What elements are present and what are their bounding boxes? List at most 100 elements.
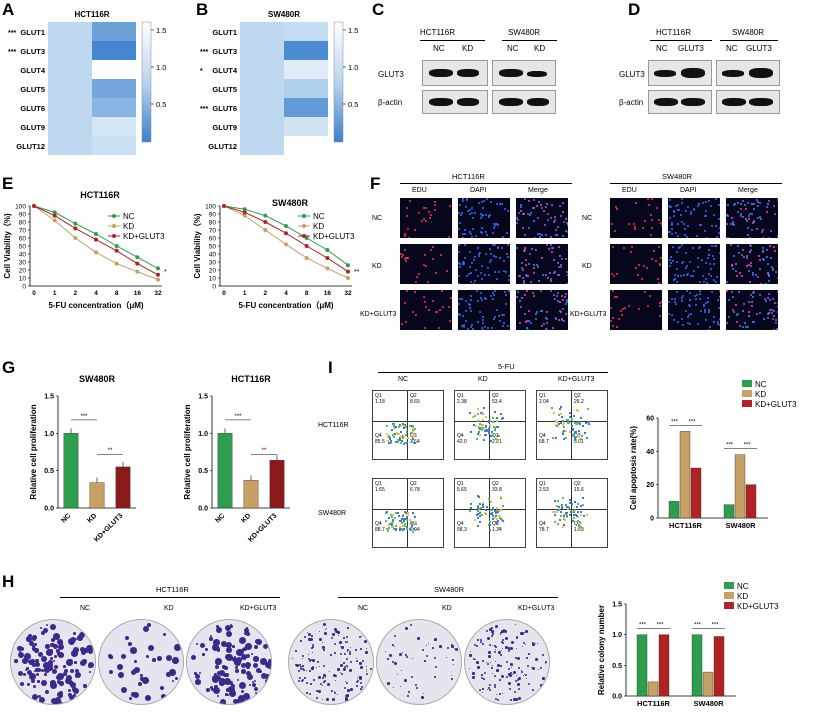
flow-event (489, 420, 491, 422)
cell-dot (685, 310, 687, 312)
cell-dot (521, 262, 523, 264)
cell-dot (540, 204, 542, 206)
heatmap-panels: HCT116RGLUT1***GLUT3***GLUT4GLUT5GLUT6GL… (8, 10, 358, 155)
cell-dot (612, 246, 614, 248)
colony-dot (500, 665, 502, 667)
cell-dot (628, 305, 630, 307)
cell-dot (460, 214, 462, 216)
cell-dot (759, 216, 761, 218)
cell-dot (744, 322, 746, 324)
heatmap-cell (92, 60, 136, 79)
colony-dot (394, 662, 397, 665)
colony-dot (405, 654, 407, 656)
cell-dot (560, 264, 562, 266)
cell-dot (423, 218, 425, 220)
cell-dot (687, 273, 689, 275)
cell-dot (479, 252, 481, 254)
flow-event (578, 436, 580, 438)
flow-event (488, 428, 490, 430)
colony-dot (335, 630, 338, 633)
cell-dot (715, 245, 717, 247)
colony-dot (339, 641, 342, 644)
cell-dot (404, 258, 406, 260)
flow-event (386, 511, 388, 513)
blot-c-lane4: KD (534, 44, 546, 53)
cell-dot (462, 237, 464, 238)
cell-dot (743, 303, 745, 305)
flow-event (482, 427, 484, 429)
flow-event (478, 496, 480, 498)
colony-dot (66, 675, 72, 681)
flow-event (556, 511, 558, 513)
cell-dot (705, 201, 707, 203)
flow-gate-h (537, 421, 607, 422)
cell-dot (660, 257, 662, 259)
cell-dot (543, 210, 545, 212)
cell-dot (499, 203, 501, 205)
colony-dot (166, 672, 171, 677)
legend-swatch (724, 602, 734, 609)
colony-dot (334, 692, 337, 695)
cell-dot (774, 213, 776, 215)
line-chart-ytick-label: 20 (19, 268, 27, 275)
cell-dot (465, 320, 467, 322)
cell-dot (462, 263, 464, 265)
colony-dot (432, 647, 434, 649)
cell-dot (494, 225, 496, 227)
flow-event (569, 416, 571, 418)
heatmap-row-label: GLUT1 (212, 28, 237, 37)
colony-dot (510, 672, 512, 674)
colony-dot (331, 637, 334, 640)
flow-event (554, 514, 556, 516)
flow-event (573, 510, 575, 512)
cell-dot (490, 253, 492, 255)
colony-dot (267, 663, 271, 670)
colony-dot (518, 688, 521, 691)
cell-dot (482, 316, 484, 318)
cell-dot (706, 237, 708, 238)
cell-dot (710, 205, 712, 207)
cell-dot (432, 300, 434, 302)
flow-event (573, 514, 575, 516)
colony-dot (261, 673, 268, 680)
cell-dot (475, 235, 477, 237)
cell-dot (501, 203, 503, 205)
colony-dot (482, 660, 484, 662)
cell-dot (464, 244, 466, 246)
cell-dot (705, 262, 707, 264)
cell-dot (647, 198, 649, 200)
heatmap-colorbar (141, 21, 152, 143)
cell-dot (561, 319, 563, 321)
cell-dot (462, 315, 464, 317)
flow-quadrant-label: Q4 (375, 433, 382, 439)
cell-dot (685, 210, 687, 212)
cell-dot (565, 230, 567, 232)
colony-dot (318, 676, 321, 679)
microscopy-row-label: KD+GLUT3 (360, 311, 397, 318)
flow-event (472, 416, 474, 418)
cell-dot (481, 215, 483, 217)
colony-dot (32, 647, 36, 651)
cell-dot (405, 321, 407, 323)
cell-dot (644, 291, 646, 293)
colorbar-tick-label: 1.5 (348, 26, 358, 35)
cell-dot (467, 328, 469, 330)
line-point (114, 248, 119, 253)
colony-dot (319, 631, 321, 633)
cell-dot (475, 269, 477, 271)
microscopy-image (458, 244, 510, 284)
colony-dot (476, 645, 479, 648)
colony-dot (254, 680, 257, 683)
cell-dot (687, 206, 689, 208)
flow-event (391, 429, 393, 431)
flow-event (391, 524, 393, 526)
cell-dot (516, 296, 518, 298)
cell-dot (497, 224, 499, 226)
cell-dot (525, 259, 527, 261)
colony-dot (148, 645, 155, 652)
flow-event (477, 506, 479, 508)
blot-band (429, 98, 453, 106)
colony-dot (317, 661, 319, 663)
colony-dot (359, 677, 362, 680)
